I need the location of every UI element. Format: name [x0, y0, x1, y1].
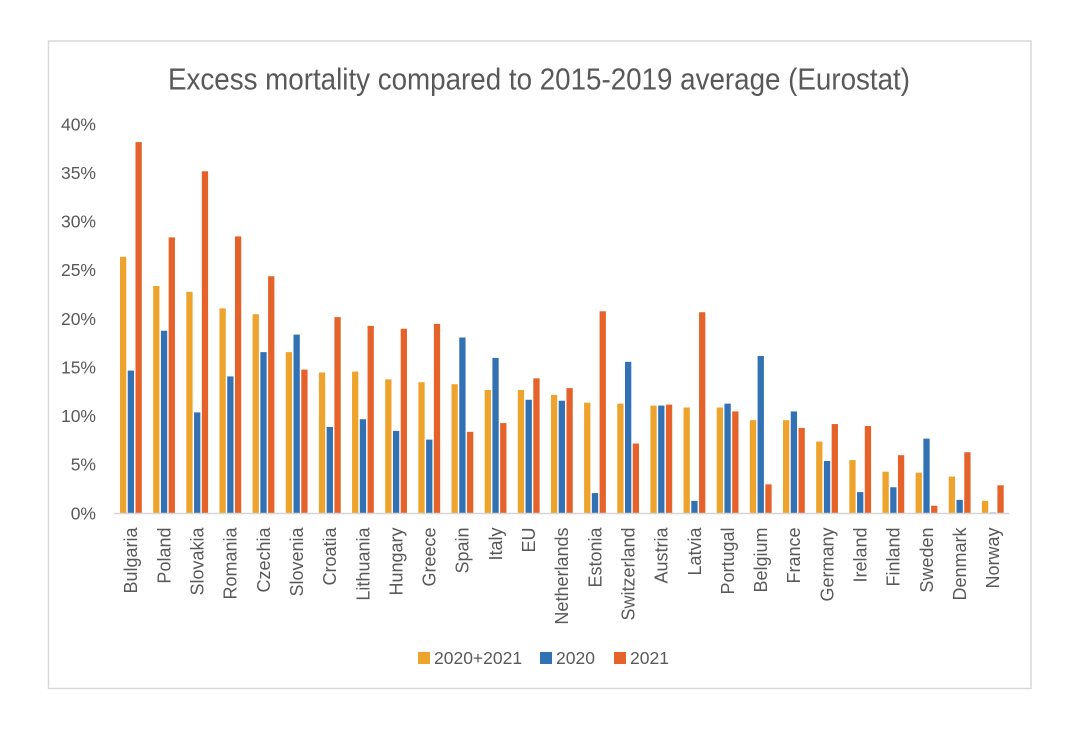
svg-text:Germany: Germany	[817, 528, 837, 602]
svg-text:Belgium: Belgium	[751, 528, 771, 593]
svg-text:2020+2021: 2020+2021	[434, 648, 522, 668]
svg-text:Lithuania: Lithuania	[353, 527, 373, 601]
svg-text:5%: 5%	[71, 455, 96, 475]
svg-text:10%: 10%	[61, 406, 96, 426]
svg-text:40%: 40%	[61, 114, 96, 134]
svg-text:Netherlands: Netherlands	[552, 528, 572, 625]
svg-text:Portugal: Portugal	[718, 528, 738, 595]
svg-text:Poland: Poland	[154, 528, 174, 584]
svg-text:2020: 2020	[556, 648, 595, 668]
svg-text:Greece: Greece	[420, 528, 440, 587]
svg-text:Austria: Austria	[652, 527, 672, 584]
svg-text:Bulgaria: Bulgaria	[121, 527, 141, 594]
svg-text:35%: 35%	[61, 163, 96, 183]
svg-text:Slovenia: Slovenia	[287, 527, 307, 597]
svg-text:30%: 30%	[61, 212, 96, 232]
svg-text:Hungary: Hungary	[386, 528, 406, 596]
svg-text:Norway: Norway	[983, 528, 1003, 589]
svg-text:2021: 2021	[630, 648, 669, 668]
svg-text:15%: 15%	[61, 358, 96, 378]
svg-text:20%: 20%	[61, 309, 96, 329]
svg-text:Croatia: Croatia	[320, 527, 340, 586]
svg-text:France: France	[784, 528, 804, 584]
svg-text:Latvia: Latvia	[685, 527, 705, 576]
svg-text:Switzerland: Switzerland	[618, 528, 638, 621]
svg-text:Romania: Romania	[221, 527, 241, 600]
svg-text:Ireland: Ireland	[851, 528, 871, 583]
svg-text:Estonia: Estonia	[585, 527, 605, 588]
svg-text:Sweden: Sweden	[917, 528, 937, 593]
svg-text:Italy: Italy	[486, 528, 506, 561]
svg-text:Denmark: Denmark	[950, 527, 970, 601]
svg-text:Slovakia: Slovakia	[188, 527, 208, 596]
svg-text:Spain: Spain	[453, 528, 473, 574]
svg-text:Excess mortality compared to 2: Excess mortality compared to 2015-2019 a…	[168, 62, 910, 97]
svg-text:25%: 25%	[61, 260, 96, 280]
svg-text:0%: 0%	[71, 503, 96, 523]
svg-text:EU: EU	[519, 528, 539, 553]
svg-text:Finland: Finland	[884, 528, 904, 587]
svg-text:Czechia: Czechia	[254, 527, 274, 593]
